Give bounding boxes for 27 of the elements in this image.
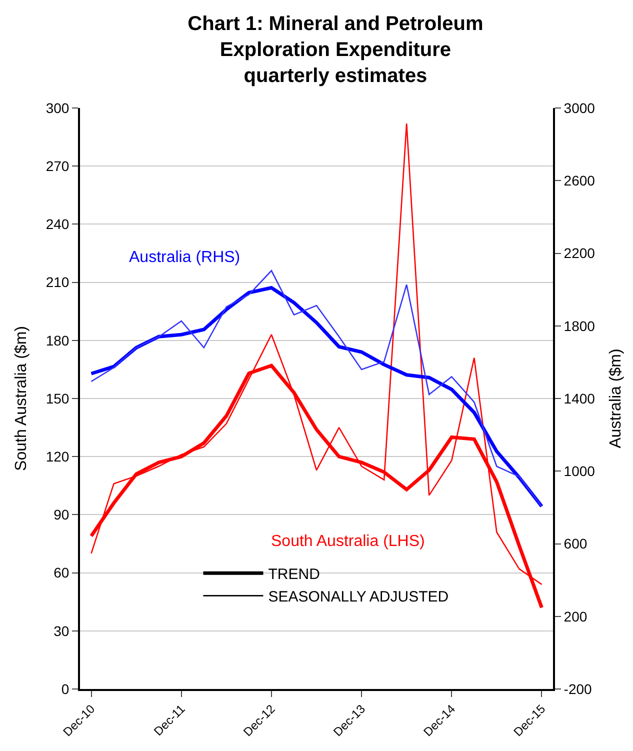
annotation: Australia (RHS) (129, 249, 240, 266)
y-tick-label: 90 (54, 506, 70, 523)
y2-tick-label: 1800 (564, 318, 596, 334)
y2-axis-title: Australia ($m) (607, 348, 624, 448)
legend-label: SEASONALLY ADJUSTED (268, 588, 449, 606)
y-axis-title: South Australia ($m) (13, 326, 30, 471)
y-tick-label: 120 (46, 448, 70, 464)
annotation: South Australia (LHS) (271, 533, 425, 550)
y2-tick-label: 3000 (564, 100, 596, 116)
y2-tick-label: 1400 (564, 390, 596, 406)
legend-label: TREND (268, 566, 320, 584)
y2-tick-label: 600 (564, 536, 588, 552)
y2-tick-label: -200 (564, 680, 592, 697)
y-tick-label: 180 (46, 332, 70, 348)
y-tick-label: 300 (46, 100, 70, 116)
chart-title: Chart 1: Mineral and Petroleum Exploration Expenditure quarterly estimates (188, 13, 484, 88)
y2-tick-label: 2600 (564, 172, 596, 189)
y-tick-label: 30 (54, 622, 70, 639)
y-tick-label: 60 (54, 564, 70, 581)
y2-tick-label: 1000 (564, 463, 596, 480)
y2-tick-label: 2200 (564, 245, 596, 262)
y-tick-label: 270 (46, 158, 70, 174)
y-tick-label: 240 (46, 216, 70, 232)
y-tick-label: 150 (46, 390, 70, 406)
y2-tick-label: 200 (564, 608, 588, 624)
y-tick-label: 210 (46, 274, 70, 290)
y-tick-label: 0 (61, 680, 70, 697)
